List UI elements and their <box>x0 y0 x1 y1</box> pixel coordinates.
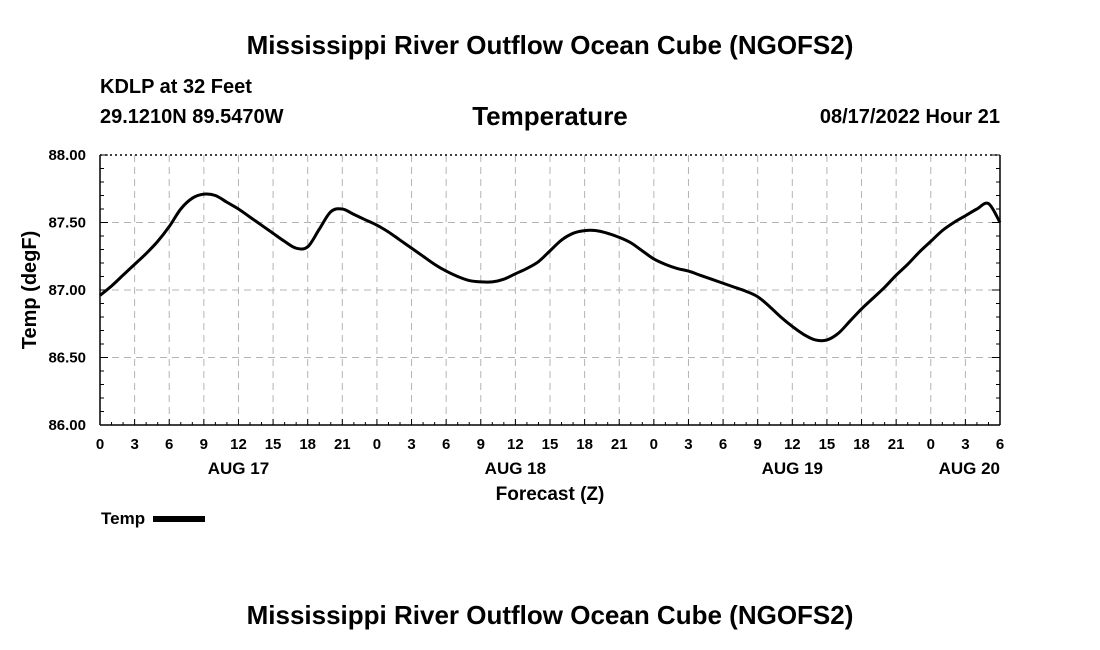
x-tick-label: 18 <box>853 436 870 453</box>
x-tick-label: 3 <box>407 436 415 453</box>
x-tick-label: 0 <box>650 436 658 453</box>
x-tick-label: 18 <box>299 436 316 453</box>
y-tick-label: 86.50 <box>48 350 86 367</box>
x-tick-label: 12 <box>507 436 524 453</box>
coordinates-label: 29.1210N 89.5470W <box>100 106 284 128</box>
x-tick-label: 0 <box>373 436 381 453</box>
day-label: AUG 18 <box>485 459 546 478</box>
x-tick-label: 0 <box>927 436 935 453</box>
legend-swatch <box>153 516 206 522</box>
x-tick-label: 21 <box>334 436 351 453</box>
x-tick-label: 3 <box>961 436 969 453</box>
y-tick-label: 86.00 <box>48 417 86 434</box>
station-label: KDLP at 32 Feet <box>100 76 252 98</box>
y-tick-label: 87.00 <box>48 282 86 299</box>
day-label: AUG 19 <box>762 459 823 478</box>
x-axis-title: Forecast (Z) <box>496 484 605 505</box>
x-tick-label: 6 <box>996 436 1004 453</box>
x-tick-label: 21 <box>611 436 628 453</box>
x-tick-label: 6 <box>165 436 173 453</box>
footer-title: Mississippi River Outflow Ocean Cube (NG… <box>246 600 854 630</box>
x-tick-label: 21 <box>888 436 905 453</box>
legend-label: Temp <box>101 509 146 528</box>
x-tick-label: 15 <box>819 436 836 453</box>
x-tick-label: 9 <box>200 436 208 453</box>
x-tick-label: 3 <box>130 436 138 453</box>
y-tick-label: 87.50 <box>48 215 86 232</box>
x-tick-label: 6 <box>719 436 727 453</box>
chart-title: Mississippi River Outflow Ocean Cube (NG… <box>246 30 854 60</box>
forecast-datetime: 08/17/2022 Hour 21 <box>819 106 1000 128</box>
legend: Temp <box>101 509 206 529</box>
x-tick-label: 9 <box>477 436 485 453</box>
x-tick-label: 3 <box>684 436 692 453</box>
x-tick-label: 12 <box>230 436 247 453</box>
y-tick-label: 88.00 <box>48 147 86 164</box>
series-line-temp <box>99 192 1002 343</box>
day-label: AUG 17 <box>208 459 269 478</box>
x-tick-label: 6 <box>442 436 450 453</box>
x-tick-label: 15 <box>542 436 559 453</box>
day-label: AUG 20 <box>939 459 1000 478</box>
x-tick-label: 18 <box>576 436 593 453</box>
x-tick-label: 12 <box>784 436 801 453</box>
x-tick-label: 15 <box>265 436 282 453</box>
variable-title: Temperature <box>472 101 628 131</box>
x-tick-label: 0 <box>96 436 104 453</box>
x-tick-label: 9 <box>754 436 762 453</box>
y-axis-title: Temp (degF) <box>19 231 41 350</box>
